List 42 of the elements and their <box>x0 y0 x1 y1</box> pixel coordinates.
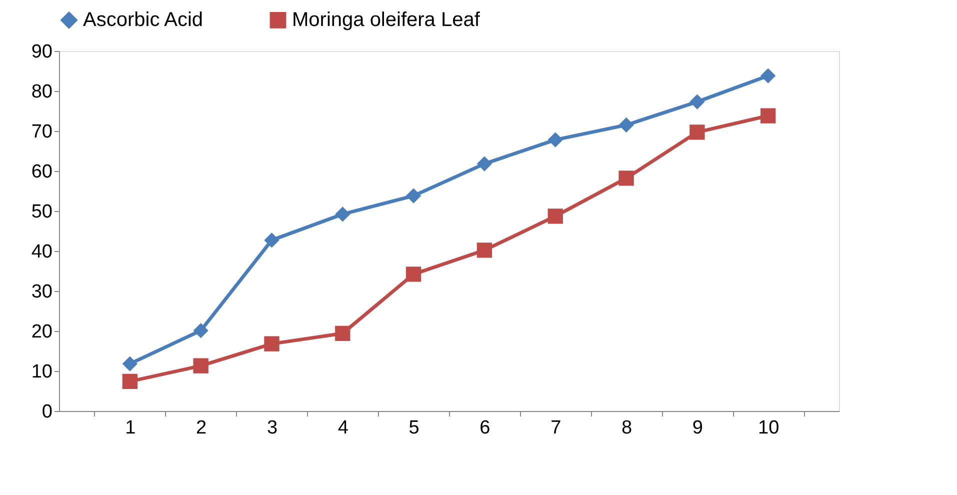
point <box>690 124 705 140</box>
point <box>406 188 422 204</box>
x-tick-label: 9 <box>692 418 703 438</box>
x-tick-label: 8 <box>621 418 632 438</box>
y-tick-label: 0 <box>42 402 52 422</box>
point <box>335 206 350 222</box>
x-tick-label: 2 <box>196 418 207 438</box>
point <box>264 232 280 248</box>
point <box>193 358 208 374</box>
y-tick-label: 20 <box>31 322 52 342</box>
point <box>760 68 776 84</box>
y-tick-label: 10 <box>31 362 52 382</box>
point <box>690 94 705 110</box>
y-tick-label: 80 <box>31 82 52 102</box>
x-tick-label: 5 <box>408 418 420 438</box>
y-tick-label: 60 <box>31 162 52 182</box>
x-tick-label: 6 <box>480 418 490 438</box>
point <box>122 356 138 372</box>
point <box>548 132 563 148</box>
point <box>618 170 634 186</box>
point <box>760 108 776 124</box>
legend-label: Moringa oleifera Leaf <box>292 9 480 32</box>
point <box>618 117 634 133</box>
point <box>476 242 492 258</box>
x-tick-label: 7 <box>550 418 562 438</box>
x-tick-label: 3 <box>266 418 278 438</box>
y-tick-label: 90 <box>31 42 52 62</box>
point <box>406 266 422 282</box>
y-tick-label: 70 <box>31 122 52 142</box>
point <box>264 336 280 352</box>
legend-label: Ascorbic Acid <box>83 9 204 32</box>
y-tick-label: 30 <box>31 282 52 302</box>
point <box>476 156 492 172</box>
point <box>335 326 350 341</box>
y-tick-label: 50 <box>31 202 52 222</box>
x-tick-label: 10 <box>758 418 780 438</box>
point <box>193 323 208 338</box>
x-tick-label: 1 <box>125 418 136 438</box>
x-tick-label: 4 <box>338 418 349 438</box>
point <box>122 374 138 389</box>
y-tick-label: 40 <box>31 242 52 262</box>
point <box>548 208 563 224</box>
